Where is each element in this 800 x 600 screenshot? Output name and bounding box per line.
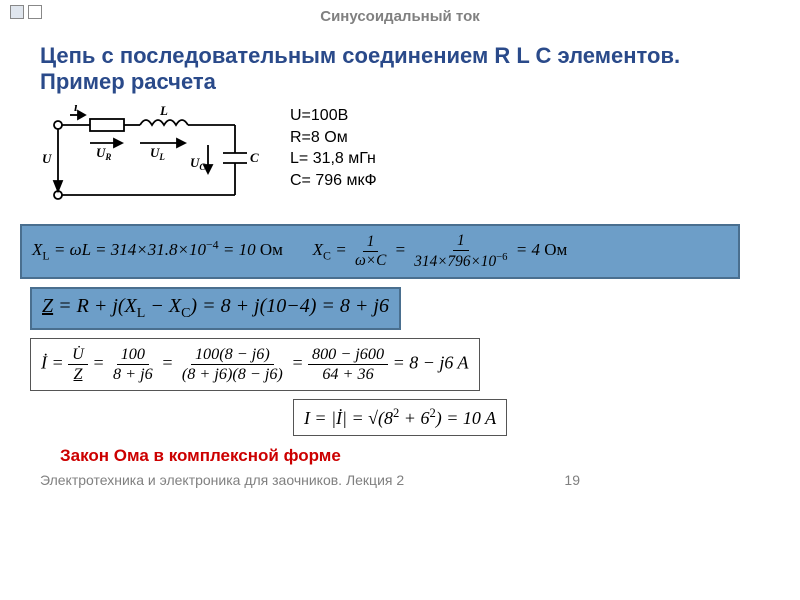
param-l: L= 31,8 мГн <box>290 148 377 170</box>
param-c: C= 796 мкФ <box>290 170 377 192</box>
given-parameters: U=100В R=8 Ом L= 31,8 мГн C= 796 мкФ <box>290 105 377 191</box>
footer-text: Электротехника и электроника для заочник… <box>40 472 404 488</box>
formula-i-complex: İ = U̇Z = 1008 + j6 = 100(8 − j6)(8 + j6… <box>30 338 480 391</box>
slide-title: Цепь с последовательным соединением R L … <box>0 25 800 105</box>
formula-i-mag: I = |İ| = √(82 + 62) = 10 A <box>293 399 507 436</box>
circuit-diagram: i L UR UL UC C U <box>40 105 260 220</box>
svg-text:UL: UL <box>150 145 165 162</box>
formula-xl-xc: XL = ωL = 314×31.8×10−4 = 10 Ом XC = 1ω×… <box>20 224 740 279</box>
svg-text:UR: UR <box>96 145 111 162</box>
svg-text:UC: UC <box>190 155 206 172</box>
ohm-law-label: Закон Ома в комплексной форме <box>0 440 800 468</box>
param-r: R=8 Ом <box>290 127 377 149</box>
decor-squares <box>10 5 42 19</box>
page-number: 19 <box>564 472 760 488</box>
svg-text:L: L <box>159 105 168 118</box>
svg-text:i: i <box>74 105 78 114</box>
param-u: U=100В <box>290 105 377 127</box>
formula-z: Z = R + j(XL − XC) = 8 + j(10−4) = 8 + j… <box>30 287 401 330</box>
page-header: Синусоидальный ток <box>0 0 800 25</box>
svg-text:U: U <box>42 151 52 166</box>
svg-text:C: C <box>250 150 259 165</box>
